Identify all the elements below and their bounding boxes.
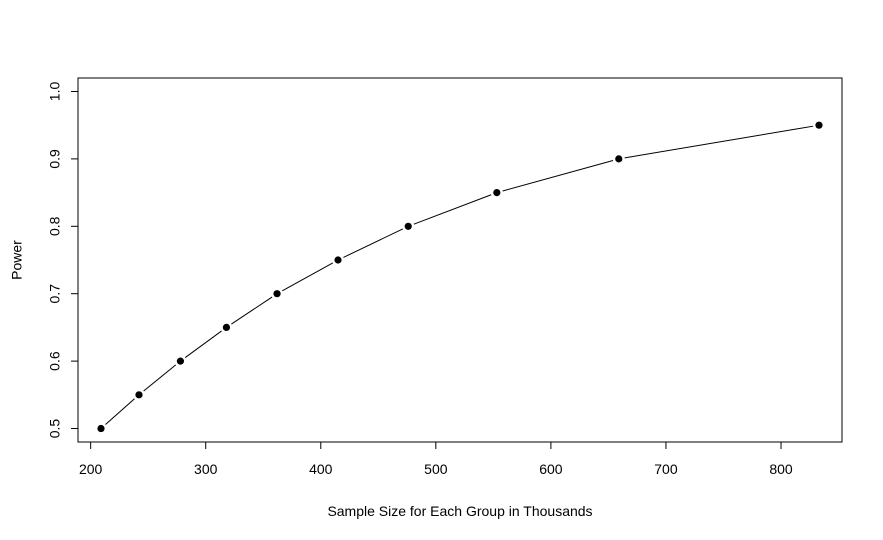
y-tick-label: 0.9: [47, 149, 63, 169]
x-tick-label: 300: [194, 461, 218, 477]
data-point: [176, 357, 185, 365]
y-tick-label: 0.8: [47, 216, 63, 236]
series-segment: [282, 262, 334, 292]
x-tick-label: 400: [309, 461, 333, 477]
data-point: [334, 256, 342, 264]
series-segment: [105, 398, 135, 425]
series-segment: [502, 160, 614, 192]
x-axis-title: Sample Size for Each Group in Thousands: [327, 503, 592, 519]
y-tick-label: 1.0: [47, 82, 63, 102]
x-tick-label: 600: [539, 461, 563, 477]
series-segment: [184, 330, 222, 358]
data-point: [222, 323, 231, 332]
series-power: [97, 121, 823, 433]
y-tick-label: 0.5: [47, 419, 63, 439]
data-point: [815, 121, 823, 129]
data-point: [273, 290, 281, 298]
x-tick-label: 200: [79, 461, 103, 477]
series-segment: [413, 194, 492, 225]
y-tick-label: 0.7: [47, 284, 63, 304]
data-point: [135, 391, 143, 399]
x-axis: 200 300 400 500 600 700 800: [79, 441, 793, 477]
series-segment: [343, 228, 404, 258]
y-tick-label: 0.6: [47, 351, 63, 371]
x-tick-label: 500: [424, 461, 448, 477]
series-segment: [143, 364, 177, 392]
y-axis: 0.5 0.6 0.7 0.8 0.9 1.0: [47, 82, 79, 439]
series-segment: [231, 296, 273, 325]
data-point: [615, 155, 623, 163]
data-point: [404, 222, 412, 230]
y-axis-title: Power: [9, 240, 25, 280]
plot-frame: [77, 77, 843, 443]
x-tick-label: 700: [654, 461, 678, 477]
data-point: [97, 424, 105, 433]
x-tick-label: 800: [769, 461, 793, 477]
data-point: [493, 188, 501, 197]
series-segment: [624, 125, 814, 159]
